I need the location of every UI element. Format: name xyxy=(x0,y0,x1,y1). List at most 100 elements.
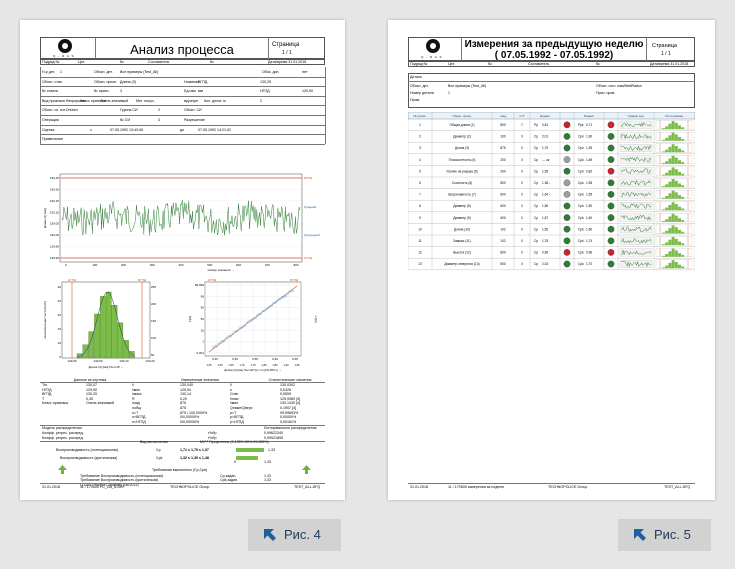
data-point xyxy=(247,320,250,323)
row-index-symbol: Cp xyxy=(534,135,538,139)
histogram-bar xyxy=(117,322,124,359)
row-index2-symbol: Cpk xyxy=(578,227,584,231)
field-cell: Кол. десят. м xyxy=(204,98,226,103)
mini-histogram-bar xyxy=(665,230,669,234)
data-point xyxy=(231,333,234,336)
status-good-icon xyxy=(563,214,571,221)
usl-label: ВГПД xyxy=(304,176,312,180)
x-tick-label: 130,20 xyxy=(145,359,155,363)
mini-histogram-bar xyxy=(668,251,672,257)
row-n-count: 102 xyxy=(500,239,506,243)
field-cell: 07.05.1992 13:43:08 xyxy=(110,127,143,132)
mini-histogram-bar xyxy=(668,170,672,176)
mini-histogram-bar xyxy=(681,231,685,234)
data-point xyxy=(242,325,245,328)
status-bad-icon xyxy=(607,121,615,129)
table-header-cell: График сер. xyxy=(628,114,645,118)
status-good-icon xyxy=(607,179,615,187)
mini-histogram-bar xyxy=(674,134,678,141)
details-box xyxy=(408,73,695,108)
mini-histogram-bar xyxy=(674,122,678,130)
sparkline xyxy=(620,156,652,163)
data-point xyxy=(211,346,215,349)
row-index-value: 2,03 xyxy=(542,262,548,266)
status-good-icon xyxy=(607,237,615,245)
field-cell: Группа СИ xyxy=(120,108,138,113)
stats-cell: p<НГПД xyxy=(230,419,244,424)
report-title: Анализ процесса xyxy=(130,42,234,57)
histogram-bar xyxy=(88,331,95,359)
cpk-axis-tick: 0 xyxy=(234,460,236,464)
x-tick-label: 0,65 xyxy=(292,357,298,361)
cpk-bar xyxy=(236,456,258,460)
y-tick-label: 129,95 xyxy=(50,245,60,249)
table-header-cell: Гистограмма xyxy=(665,114,683,118)
mini-histogram-bar xyxy=(681,138,685,141)
stats-cell: 0,1957 [4] xyxy=(280,406,296,410)
field-cell: нет xyxy=(302,70,308,74)
status-good-icon xyxy=(607,133,615,140)
x-tick-label: 130,10 xyxy=(119,359,129,363)
row-index2-value: 1,55 xyxy=(586,181,592,185)
data-point xyxy=(267,306,270,310)
mini-histogram-bar xyxy=(662,244,665,246)
row-index2-value: 0,96 xyxy=(586,251,592,255)
data-point xyxy=(274,301,277,304)
stats-cell: nобщ xyxy=(132,406,142,410)
row-index-value: 1,87 xyxy=(542,216,548,220)
stats-cell: 875 xyxy=(180,406,186,410)
stats-cell: Класс признака xyxy=(42,401,69,406)
fit-curve xyxy=(76,291,136,358)
mini-histogram-bar xyxy=(681,185,685,188)
row-characteristic: Общая длина (1) xyxy=(449,123,474,127)
data-series-line xyxy=(61,199,301,236)
cpk-axis-tick: 1,33 xyxy=(264,460,271,464)
header-cell: № xyxy=(210,60,214,64)
field-cell: Drehen xyxy=(66,108,78,113)
row-index-symbol: Cp xyxy=(534,158,538,162)
field-cell: Обозн. стан. xyxy=(42,79,63,84)
footer-cell: TECHNOPOLICE Group xyxy=(170,485,210,489)
mini-histogram-bar xyxy=(668,135,672,141)
cpk-label: Воспроизводимость (критическая) xyxy=(60,456,118,460)
field-cell: Очень значимый xyxy=(100,98,129,103)
data-point xyxy=(224,337,227,340)
mini-histogram-bar xyxy=(665,172,669,176)
field-cell: Обозн. СИ xyxy=(184,108,202,113)
field-cell: 2 xyxy=(260,98,262,103)
row-index2-symbol: Cpk xyxy=(578,239,584,243)
y-tick-label: 130,15 xyxy=(50,199,60,203)
stats-cell: 129,94 xyxy=(180,387,191,392)
requirement-value: 1,33 xyxy=(264,478,271,483)
sparkline xyxy=(620,191,652,198)
y-tick-label: 10 xyxy=(58,341,62,345)
field-cell: Примечания xyxy=(42,137,63,142)
mini-histogram-bar xyxy=(671,132,675,141)
data-point xyxy=(233,331,236,334)
row-index2-symbol: Ppk xyxy=(578,123,584,127)
row-characteristic: Диаметр (8) xyxy=(453,204,471,208)
row-n-count: 600 xyxy=(500,193,506,197)
stats-cell: 875 xyxy=(180,401,186,406)
sparkline xyxy=(620,250,652,256)
stats-cell: s xyxy=(230,387,232,392)
histogram-bar xyxy=(105,291,112,359)
stats-cell: p>ВГПД xyxy=(230,415,244,420)
row-index2-value: 1,55 xyxy=(586,193,592,197)
mini-histogram-bar xyxy=(665,207,669,211)
x-tick-label: 500 xyxy=(207,263,212,267)
plot-area xyxy=(59,173,303,263)
method-value: M1¹ⁱᵖ Процентиль (0,135%-50%-99,865%) xyxy=(200,440,269,444)
sparkline-box xyxy=(619,132,653,141)
x-tick-label: 0,45 xyxy=(212,357,218,361)
row-n-out: 0 xyxy=(521,251,523,255)
mini-histogram-bar xyxy=(681,243,685,246)
status-good-icon xyxy=(563,225,571,233)
row-n-out: 0 xyxy=(521,216,523,220)
mini-histogram-bar xyxy=(662,174,665,176)
row-index-symbol: Cp xyxy=(534,216,538,220)
usl-label: ВГПД xyxy=(290,278,298,282)
sparkline xyxy=(620,260,652,268)
x2-tick-label: 1,95 xyxy=(294,363,300,367)
requirement-label: Q-DAS Process Capability (06/2013) xyxy=(80,482,139,487)
